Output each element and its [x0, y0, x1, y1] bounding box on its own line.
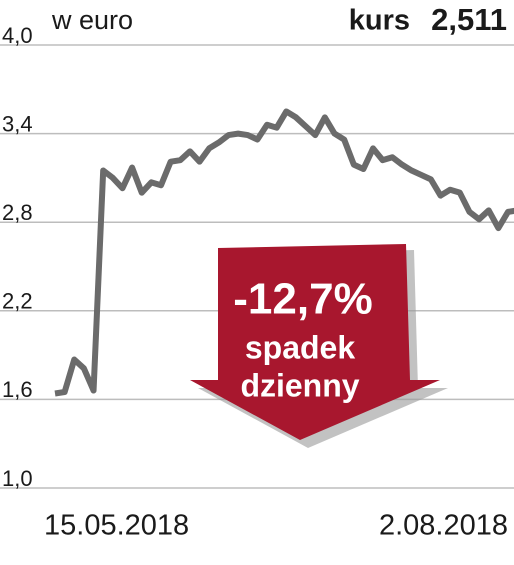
y-tick-label: 2,8 [2, 200, 33, 225]
y-tick-label: 3,4 [2, 111, 33, 136]
annotation-text: spadek [245, 329, 355, 365]
line [54, 108, 514, 397]
y-tick-label: 1,6 [2, 377, 33, 402]
y-tick-label: 1,0 [2, 466, 33, 491]
x-tick-label: 15.05.2018 [44, 510, 189, 542]
header-label: kurs [349, 5, 410, 37]
badge [190, 244, 440, 440]
y-tick-label: 4,0 [2, 23, 33, 48]
annotation: -12,7% spadek dzienny [190, 244, 448, 448]
x-tick-label: 2.08.2018 [379, 510, 508, 542]
unit-label: w euro [51, 5, 133, 35]
annotation-text: dzienny [240, 367, 359, 403]
header-value: 2,511 [431, 2, 507, 37]
y-tick-label: 2,2 [2, 289, 33, 314]
change-label: -12,7% [233, 275, 372, 324]
